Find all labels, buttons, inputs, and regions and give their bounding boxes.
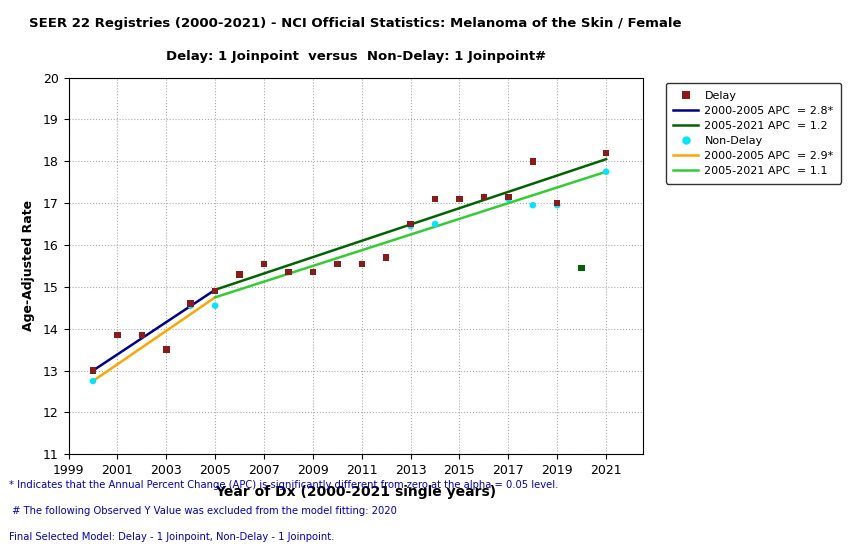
Text: Final Selected Model: Delay - 1 Joinpoint, Non-Delay - 1 Joinpoint.: Final Selected Model: Delay - 1 Joinpoin… (9, 532, 334, 542)
Y-axis label: Age-Adjusted Rate: Age-Adjusted Rate (21, 201, 34, 331)
Point (257, 259, 271, 268)
Point (526, 201, 540, 209)
Point (501, 192, 515, 201)
Point (331, 259, 345, 268)
Point (477, 192, 491, 201)
Legend: Delay, 2000-2005 APC  = 2.8*, 2005-2021 APC  = 1.2, Non-Delay, 2000-2005 APC  = : Delay, 2000-2005 APC = 2.8*, 2005-2021 A… (666, 83, 842, 184)
Point (306, 268, 320, 276)
Point (380, 253, 393, 262)
Point (355, 259, 369, 268)
Point (550, 201, 564, 209)
Point (111, 331, 124, 340)
Point (306, 268, 320, 276)
Point (355, 259, 369, 268)
Text: Delay: 1 Joinpoint  versus  Non-Delay: 1 Joinpoint#: Delay: 1 Joinpoint versus Non-Delay: 1 J… (165, 50, 546, 63)
Point (282, 268, 296, 276)
Point (428, 194, 442, 203)
Text: # The following Observed Y Value was excluded from the model fitting: 2020: # The following Observed Y Value was exc… (9, 506, 397, 516)
Text: * Indicates that the Annual Percent Change (APC) is significantly different from: * Indicates that the Annual Percent Chan… (9, 480, 558, 490)
Point (135, 331, 149, 340)
Point (477, 192, 491, 201)
Point (233, 270, 247, 279)
Point (159, 345, 173, 354)
Point (331, 259, 345, 268)
Point (159, 345, 173, 354)
Point (380, 253, 393, 262)
Point (87, 366, 100, 375)
Point (184, 301, 198, 310)
Point (135, 331, 149, 340)
Point (452, 194, 466, 203)
Point (257, 259, 271, 268)
Point (452, 194, 466, 203)
Point (233, 270, 247, 279)
X-axis label: Year of Dx (2000-2021 single years): Year of Dx (2000-2021 single years) (215, 485, 496, 499)
Point (404, 219, 417, 228)
Point (282, 268, 296, 276)
Point (184, 299, 198, 308)
Point (111, 331, 124, 340)
Point (550, 199, 564, 208)
Point (428, 219, 442, 228)
Point (599, 148, 613, 157)
Point (208, 301, 222, 310)
Point (526, 157, 540, 166)
Point (87, 377, 100, 386)
Point (208, 286, 222, 295)
Text: SEER 22 Registries (2000-2021) - NCI Official Statistics: Melanoma of the Skin /: SEER 22 Registries (2000-2021) - NCI Off… (29, 17, 682, 29)
Point (575, 264, 589, 273)
Point (404, 222, 417, 230)
Point (599, 167, 613, 176)
Point (501, 194, 515, 203)
